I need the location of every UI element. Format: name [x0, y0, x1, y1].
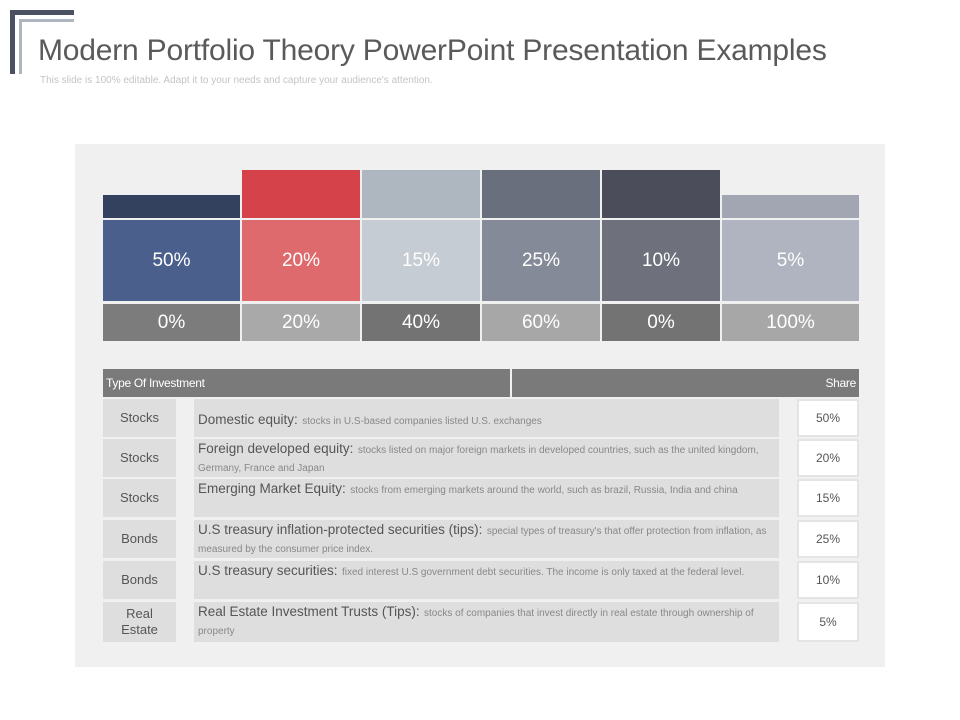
row-description-text: fixed interest U.S government debt secur…: [342, 567, 745, 578]
chart-top-value: 20%: [242, 220, 360, 301]
row-category: Bonds: [103, 520, 176, 558]
chart-top-value: 10%: [602, 220, 720, 301]
corner-bracket-decoration: [10, 10, 74, 74]
row-share: 50%: [797, 399, 859, 437]
row-description: U.S treasury securities: fixed interest …: [194, 561, 779, 599]
chart-cap-block: [722, 195, 859, 218]
row-description: U.S treasury inflation-protected securit…: [194, 520, 779, 558]
row-share: 5%: [797, 602, 859, 642]
slide-title: Modern Portfolio Theory PowerPoint Prese…: [38, 34, 827, 67]
row-description-text: stocks in U.S-based companies listed U.S…: [302, 416, 542, 427]
chart-bottom-value: 60%: [482, 304, 600, 341]
chart-cap-block: [103, 195, 240, 218]
row-description-text: stocks listed on major foreign markets i…: [198, 445, 759, 474]
chart-bottom-value: 0%: [103, 304, 240, 341]
chart-bottom-value: 40%: [362, 304, 480, 341]
row-share: 15%: [797, 479, 859, 517]
row-description-text: stocks of companies that invest directly…: [198, 608, 754, 637]
chart-bottom-value: 20%: [242, 304, 360, 341]
row-description-heading: Foreign developed equity:: [198, 441, 354, 456]
row-description-heading: Emerging Market Equity:: [198, 481, 346, 496]
row-category: Stocks: [103, 399, 176, 437]
row-share: 10%: [797, 561, 859, 599]
chart-cap-block: [482, 170, 600, 218]
row-description: Foreign developed equity: stocks listed …: [194, 439, 779, 477]
row-category: Real Estate: [103, 602, 176, 642]
row-description: Real Estate Investment Trusts (Tips): st…: [194, 602, 779, 642]
table-header-share: Share: [512, 369, 859, 397]
row-share: 25%: [797, 520, 859, 558]
row-description-heading: U.S treasury securities:: [198, 563, 338, 578]
chart-top-value: 5%: [722, 220, 859, 301]
chart-bottom-value: 0%: [602, 304, 720, 341]
row-description-text: stocks from emerging markets around the …: [350, 485, 738, 496]
row-description-heading: Real Estate Investment Trusts (Tips):: [198, 604, 420, 619]
row-share: 20%: [797, 439, 859, 477]
row-category: Bonds: [103, 561, 176, 599]
row-description-heading: U.S treasury inflation-protected securit…: [198, 522, 483, 537]
row-description-heading: Domestic equity:: [198, 412, 298, 427]
row-category: Stocks: [103, 479, 176, 517]
chart-cap-block: [602, 170, 720, 218]
row-description: Domestic equity: stocks in U.S-based com…: [194, 399, 779, 437]
chart-bottom-value: 100%: [722, 304, 859, 341]
chart-top-value: 25%: [482, 220, 600, 301]
row-description: Emerging Market Equity: stocks from emer…: [194, 479, 779, 517]
chart-top-value: 15%: [362, 220, 480, 301]
row-category: Stocks: [103, 439, 176, 477]
chart-cap-block: [362, 170, 480, 218]
table-header-type: Type Of Investment: [103, 369, 510, 397]
row-description-text: special types of treasury's that offer p…: [198, 526, 767, 555]
chart-top-value: 50%: [103, 220, 240, 301]
chart-cap-block: [242, 170, 360, 218]
slide-subtitle: This slide is 100% editable. Adapt it to…: [40, 75, 433, 86]
